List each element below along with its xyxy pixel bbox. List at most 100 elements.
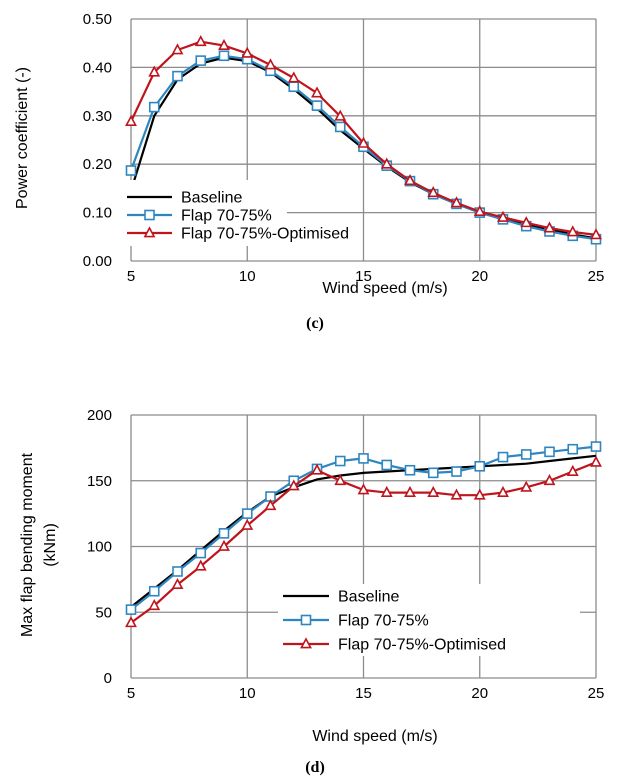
x-axis-title: Wind speed (m/s) [322,280,447,297]
data-point-optimised [287,71,300,83]
x-tick-label: 15 [355,685,372,702]
data-point-optimised [427,485,440,497]
legend-label-baseline: Baseline [338,589,399,606]
data-point-optimised [543,474,556,486]
data-point-optimised [380,485,393,497]
data-point-flap [567,443,579,455]
data-point-optimised [334,474,347,486]
x-tick-label: 25 [588,685,605,702]
x-tick-label: 5 [127,685,135,702]
data-point-optimised [171,43,184,55]
data-point-flap [381,459,393,471]
legend-label-baseline: Baseline [181,190,242,207]
data-point-optimised [497,485,509,497]
x-tick-label: 20 [471,685,488,702]
data-point-flap [311,100,323,111]
data-point-flap [172,566,183,577]
data-point-optimised [566,225,579,237]
data-point-flap [590,441,602,452]
data-point-flap [218,50,230,62]
data-point-optimised [357,483,370,495]
series-line-baseline [130,454,597,608]
y-tick-label: 0.20 [83,156,112,173]
data-point-flap [241,508,253,519]
data-point-optimised [218,539,230,551]
y-tick-label: 100 [87,539,112,556]
y-tick-label: 0.10 [83,205,112,222]
data-point-optimised [125,616,137,628]
data-point-optimised [334,109,347,121]
x-tick-label: 25 [588,268,605,285]
chart-bending-moment: 5 10 15 20 25 0 50 100 150 200 Baseline Flap 70-75… [19,407,604,776]
data-point-optimised [287,479,300,491]
data-point-flap [451,466,462,477]
data-point-flap [358,453,369,464]
data-point-optimised [473,488,486,500]
data-point-optimised [404,485,416,497]
data-point-flap [148,585,160,597]
legend-marker-flap [144,209,155,221]
y-tick-label: 0 [104,670,112,687]
legend-label-optimised: Flap 70-75%-Optimised [181,226,349,243]
x-tick-label: 5 [127,268,135,285]
data-point-flap [172,70,183,82]
data-point-optimised [590,228,602,240]
x-tick-label: 15 [355,268,372,285]
data-point-optimised [264,58,277,70]
legend-marker-optimised [300,637,312,649]
data-point-optimised [566,464,579,476]
data-point-flap [427,467,439,479]
data-point-flap [125,604,137,615]
y-tick-label: 0.30 [83,108,112,125]
data-point-optimised [450,196,463,208]
data-point-optimised [264,499,277,511]
data-point-optimised [125,114,137,127]
y-tick-label: 150 [87,473,112,490]
data-point-optimised [171,577,184,590]
data-point-optimised [497,210,509,222]
legend-label-flap: Flap 70-75% [338,613,429,630]
y-tick-label: 0.50 [83,11,112,28]
data-point-flap [148,101,160,113]
y-tick-label: 0.40 [83,59,112,76]
y-axis-title-line2: (kNm) [42,523,59,567]
data-point-flap [125,165,137,176]
data-point-flap [404,464,416,476]
data-point-optimised [194,35,207,47]
y-axis-title-line1: Max flap bending moment [19,452,36,637]
data-point-optimised [380,157,393,169]
data-point-optimised [148,65,161,77]
data-point-flap [520,449,532,460]
data-point-flap [195,547,207,559]
x-tick-label: 10 [239,268,256,285]
data-point-optimised [473,204,486,217]
data-point-optimised [590,455,602,467]
y-tick-label: 200 [87,407,112,424]
y-tick-label: 0.00 [83,253,112,270]
chart-power-coefficient: 5 10 15 20 25 0.00 0.10 0.20 0.30 0.40 0.50 Baseli… [14,11,604,332]
data-point-optimised [427,186,440,198]
data-point-flap [218,528,230,539]
x-tick-label: 10 [239,685,256,702]
legend-label-optimised: Flap 70-75%-Optimised [338,637,506,654]
data-point-flap [334,121,346,133]
data-point-optimised [194,559,207,571]
data-point-optimised [311,463,323,475]
data-point-optimised [218,38,230,51]
legend-label-flap: Flap 70-75% [181,208,272,225]
data-point-optimised [450,488,463,500]
data-point-flap [497,451,509,463]
data-point-optimised [404,173,416,186]
legend-marker-optimised [143,226,156,238]
figure-caption: (c) [306,315,324,332]
data-point-optimised [311,86,323,98]
data-point-optimised [357,136,370,148]
data-point-flap [334,455,346,467]
data-point-optimised [520,216,533,228]
y-tick-label: 50 [95,604,112,621]
data-point-optimised [148,598,161,611]
y-axis-title: Power coefficient (-) [14,67,31,209]
data-point-optimised [241,46,254,58]
